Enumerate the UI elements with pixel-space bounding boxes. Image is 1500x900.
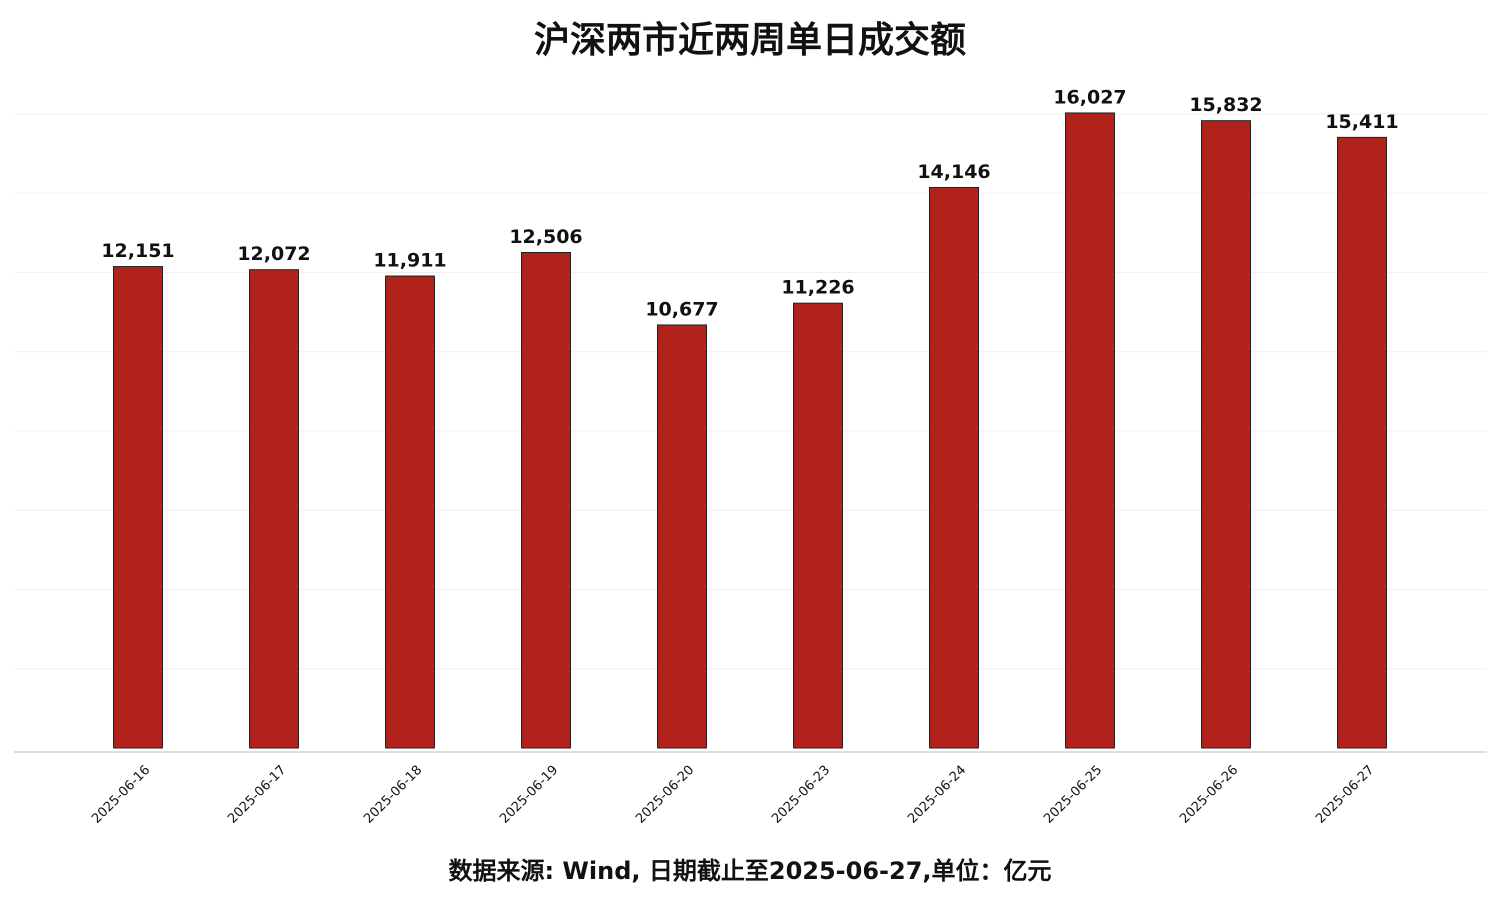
value-label: 10,677 bbox=[645, 298, 718, 320]
value-label: 15,832 bbox=[1189, 94, 1262, 116]
value-label: 16,027 bbox=[1053, 86, 1126, 108]
x-tick-label: 2025-06-24 bbox=[905, 763, 969, 827]
bar bbox=[113, 266, 163, 749]
value-label: 11,226 bbox=[781, 277, 854, 299]
bar bbox=[385, 275, 435, 749]
bar bbox=[1337, 136, 1387, 749]
x-tick-label: 2025-06-23 bbox=[769, 763, 833, 827]
bar bbox=[521, 251, 571, 749]
x-tick-label: 2025-06-17 bbox=[225, 763, 289, 827]
bar bbox=[1065, 112, 1115, 749]
x-tick-label: 2025-06-27 bbox=[1313, 763, 1377, 827]
chart-title: 沪深两市近两周单日成交额 bbox=[534, 19, 966, 61]
x-tick-label: 2025-06-26 bbox=[1177, 763, 1241, 827]
bar bbox=[793, 302, 843, 749]
value-label: 15,411 bbox=[1325, 111, 1398, 133]
footer-note: 数据来源: Wind, 日期截止至2025-06-27,单位：亿元 bbox=[448, 857, 1051, 885]
value-label: 11,911 bbox=[373, 250, 446, 272]
x-tick-label: 2025-06-18 bbox=[361, 763, 425, 827]
bar bbox=[929, 186, 979, 749]
value-label: 14,146 bbox=[917, 161, 990, 183]
bar bbox=[657, 324, 707, 749]
x-tick-label: 2025-06-19 bbox=[497, 763, 561, 827]
x-tick-label: 2025-06-25 bbox=[1041, 763, 1105, 827]
value-label: 12,072 bbox=[237, 243, 310, 265]
x-tick-label: 2025-06-16 bbox=[89, 763, 153, 827]
bar bbox=[249, 269, 299, 749]
x-tick-label: 2025-06-20 bbox=[633, 763, 697, 827]
value-label: 12,506 bbox=[509, 226, 582, 248]
value-label: 12,151 bbox=[101, 240, 174, 262]
bar bbox=[1201, 120, 1251, 749]
